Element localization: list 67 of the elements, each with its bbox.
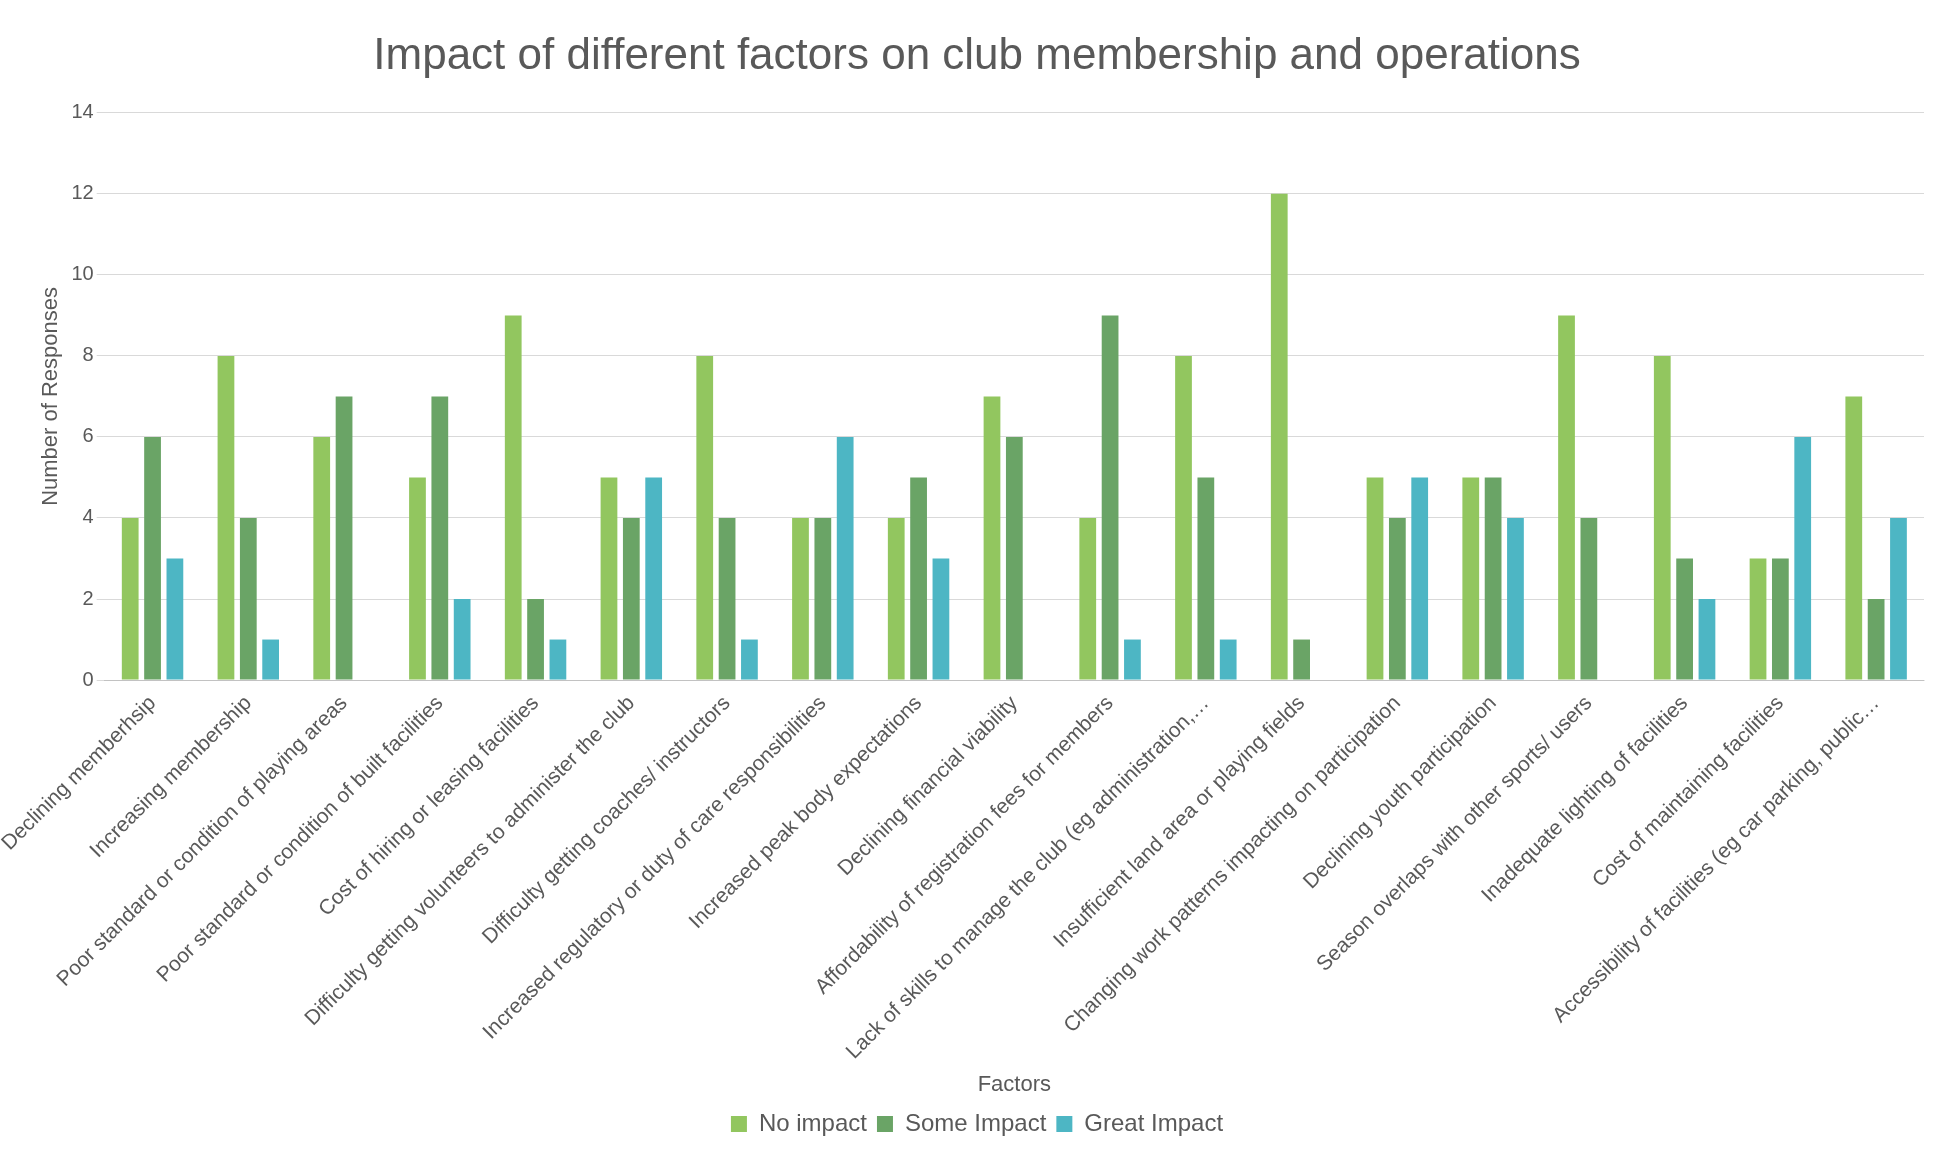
y-tick-label: 8: [82, 343, 94, 366]
bar: [1175, 355, 1192, 680]
bar: [887, 517, 905, 680]
bar: [335, 396, 353, 680]
bar: [1698, 599, 1716, 680]
bar: [1101, 315, 1119, 680]
bar: [527, 599, 544, 680]
y-tick-label: 0: [82, 667, 94, 690]
bar: [431, 396, 449, 680]
bar: [1653, 355, 1671, 680]
bar: [600, 477, 618, 680]
bar: [1890, 517, 1907, 680]
bar: [1219, 639, 1237, 680]
bar: [166, 558, 184, 680]
chart-title: Impact of different factors on club membership and operations: [373, 28, 1581, 78]
y-tick-label: 12: [71, 181, 94, 204]
y-tick-label: 6: [82, 424, 94, 447]
bar: [1507, 517, 1524, 680]
bar: [1079, 517, 1097, 680]
bar: [1270, 193, 1288, 680]
bar: [932, 558, 950, 680]
bar: [836, 436, 854, 680]
bar: [1388, 517, 1406, 680]
bar: [1462, 477, 1480, 680]
bar: [814, 517, 832, 680]
bar: [504, 315, 522, 680]
bar: [910, 477, 927, 680]
bar: [1484, 477, 1502, 680]
bar: [549, 639, 567, 680]
y-axis-title: Number of Responses: [37, 286, 63, 506]
bar: [1197, 477, 1215, 680]
bar: [1771, 558, 1789, 680]
y-tick-label: 10: [71, 262, 94, 285]
bar: [1558, 315, 1575, 680]
bar: [1676, 558, 1693, 680]
y-tick-label: 4: [82, 505, 94, 528]
bar: [1845, 396, 1863, 680]
bar: [1794, 436, 1812, 680]
bar: [1749, 558, 1767, 680]
bar: [144, 436, 161, 680]
bar: [645, 477, 663, 680]
bar: [1366, 477, 1384, 680]
bar: [792, 517, 809, 680]
bar: [696, 355, 714, 680]
bar: [1124, 639, 1141, 680]
bar: [262, 639, 280, 680]
bar: [1411, 477, 1429, 680]
bar: [409, 477, 426, 680]
bar: [1867, 599, 1885, 680]
bar: [313, 436, 331, 680]
legend-label: Great Impact: [1084, 1108, 1224, 1136]
bar: [718, 517, 736, 680]
legend-label: Some Impact: [904, 1108, 1047, 1136]
bar: [983, 396, 1001, 680]
bar: [217, 355, 235, 680]
x-axis-title: Factors: [977, 1070, 1052, 1096]
bar: [1005, 436, 1023, 680]
bar: [121, 517, 139, 680]
y-tick-label: 2: [82, 586, 94, 609]
bar: [453, 599, 471, 680]
bar: [741, 639, 758, 680]
bar: [622, 517, 640, 680]
bar: [239, 517, 257, 680]
y-tick-label: 14: [71, 100, 94, 123]
legend-label: No impact: [758, 1108, 868, 1136]
bar: [1293, 639, 1310, 680]
bar: [1580, 517, 1598, 680]
